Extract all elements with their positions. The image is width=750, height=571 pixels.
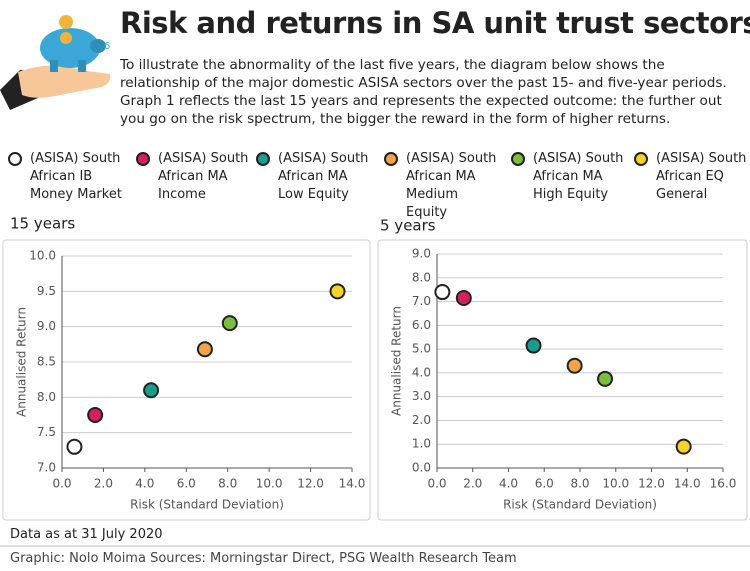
- y-tick-label: 1.0: [412, 437, 431, 451]
- y-tick-label: 4.0: [412, 365, 431, 379]
- scatter-point: [525, 337, 542, 354]
- y-axis-label: Annualised Return: [15, 307, 29, 417]
- x-tick-label: 12.0: [297, 477, 324, 491]
- legend-swatch: [136, 152, 150, 166]
- legend-label: (ASISA) South African MA Low Equity: [278, 151, 369, 202]
- y-tick-label: 9.0: [412, 247, 431, 261]
- y-tick-label: 7.0: [37, 461, 56, 475]
- chart-title: 5 years: [380, 217, 436, 235]
- x-tick-label: 4.0: [135, 477, 154, 491]
- x-tick-label: 0.0: [427, 477, 446, 491]
- panel: [2, 239, 371, 521]
- x-tick-label: 4.0: [499, 477, 518, 491]
- y-axis-label: Annualised Return: [390, 306, 404, 416]
- y-tick-label: 5.0: [412, 342, 431, 356]
- y-tick-label: 8.5: [37, 355, 56, 369]
- scatter-point: [143, 382, 160, 399]
- y-tick-label: 8.0: [412, 270, 431, 284]
- y-tick-label: 9.0: [37, 319, 56, 333]
- x-tick-label: 2.0: [94, 477, 113, 491]
- scatter-point: [675, 438, 692, 455]
- legend-swatch: [511, 152, 525, 166]
- legend-entry: (ASISA) South African EQ General: [634, 150, 750, 204]
- x-tick-label: 12.0: [638, 477, 665, 491]
- x-tick-label: 14.0: [674, 477, 701, 491]
- y-tick-label: 10.0: [29, 249, 56, 263]
- x-tick-label: 0.0: [52, 477, 71, 491]
- legend-label: (ASISA) South African EQ General: [656, 151, 747, 202]
- chart-title: 15 years: [10, 215, 75, 233]
- y-tick-label: 9.5: [37, 284, 56, 298]
- scatter-point: [87, 407, 104, 423]
- legend-label: (ASISA) South African MA Medium Equity: [406, 151, 497, 220]
- legend-label: (ASISA) South African IB Money Market: [30, 151, 122, 202]
- legend-swatch: [384, 152, 398, 166]
- legend-entry: (ASISA) South African MA High Equity: [511, 150, 629, 204]
- y-tick-label: 3.0: [412, 389, 431, 403]
- legend-label: (ASISA) South African MA High Equity: [533, 151, 624, 202]
- scatter-point: [455, 289, 472, 306]
- x-tick-label: 14.0: [339, 477, 366, 491]
- piggy-illustration: 6: [0, 15, 110, 110]
- x-tick-label: 10.0: [602, 477, 629, 491]
- credit: Graphic: Nolo Moima Sources: Morningstar…: [10, 551, 517, 566]
- x-tick-label: 2.0: [463, 477, 482, 491]
- scatter-point: [66, 438, 83, 455]
- scatter-point: [196, 341, 213, 358]
- x-tick-label: 10.0: [256, 477, 283, 491]
- x-axis-label: Risk (Standard Deviation): [130, 498, 284, 512]
- x-tick-label: 8.0: [218, 477, 237, 491]
- x-tick-label: 16.0: [710, 477, 737, 491]
- note: Data as at 31 July 2020: [10, 527, 163, 542]
- y-tick-label: 6.0: [412, 318, 431, 332]
- x-axis-label: Risk (Standard Deviation): [503, 498, 657, 512]
- scatter-point: [597, 370, 614, 387]
- y-tick-label: 7.0: [412, 294, 431, 308]
- y-tick-label: 8.0: [37, 390, 56, 404]
- title: Risk and returns in SA unit trust sector…: [120, 6, 750, 40]
- y-tick-label: 0.0: [412, 461, 431, 475]
- scatter-point: [566, 357, 583, 374]
- x-tick-label: 8.0: [570, 477, 589, 491]
- legend-entry: (ASISA) South African IB Money Market: [8, 150, 126, 204]
- svg-text:6: 6: [104, 41, 110, 52]
- scatter-point: [434, 284, 451, 301]
- scatter-point: [329, 283, 346, 300]
- legend-entry: (ASISA) South African MA Income: [136, 150, 254, 204]
- y-tick-label: 7.5: [37, 425, 56, 439]
- legend-swatch: [8, 152, 22, 166]
- legend-swatch: [256, 152, 270, 166]
- x-tick-label: 6.0: [177, 477, 196, 491]
- y-tick-label: 2.0: [412, 413, 431, 427]
- intro: To illustrate the abnormality of the las…: [120, 57, 727, 127]
- legend-entry: (ASISA) South African MA Low Equity: [256, 150, 374, 204]
- scatter-point: [221, 315, 238, 332]
- x-tick-label: 6.0: [535, 477, 554, 491]
- legend-swatch: [634, 152, 648, 166]
- legend-entry: (ASISA) South African MA Medium Equity: [384, 150, 502, 222]
- panel: [377, 239, 748, 521]
- legend-label: (ASISA) South African MA Income: [158, 151, 249, 202]
